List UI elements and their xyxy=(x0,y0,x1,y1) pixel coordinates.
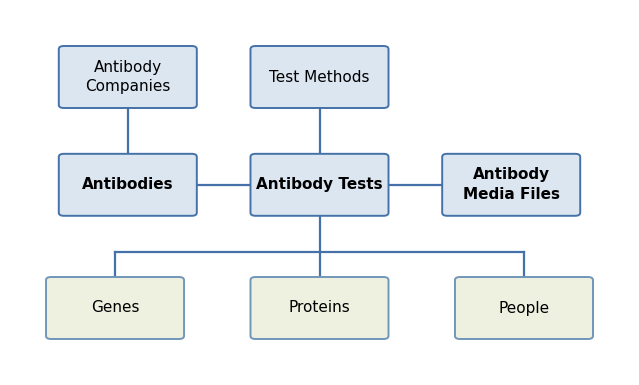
Text: Antibody
Media Files: Antibody Media Files xyxy=(463,167,560,202)
FancyBboxPatch shape xyxy=(250,46,389,108)
FancyBboxPatch shape xyxy=(250,154,389,216)
Text: People: People xyxy=(498,301,550,315)
FancyBboxPatch shape xyxy=(59,46,197,108)
FancyBboxPatch shape xyxy=(59,154,197,216)
FancyBboxPatch shape xyxy=(455,277,593,339)
Text: Proteins: Proteins xyxy=(289,301,350,315)
FancyBboxPatch shape xyxy=(442,154,580,216)
FancyBboxPatch shape xyxy=(46,277,184,339)
FancyBboxPatch shape xyxy=(250,277,389,339)
Text: Antibodies: Antibodies xyxy=(82,177,174,192)
Text: Antibody Tests: Antibody Tests xyxy=(256,177,383,192)
Text: Antibody
Companies: Antibody Companies xyxy=(85,60,171,94)
Text: Test Methods: Test Methods xyxy=(269,70,370,84)
Text: Genes: Genes xyxy=(91,301,139,315)
